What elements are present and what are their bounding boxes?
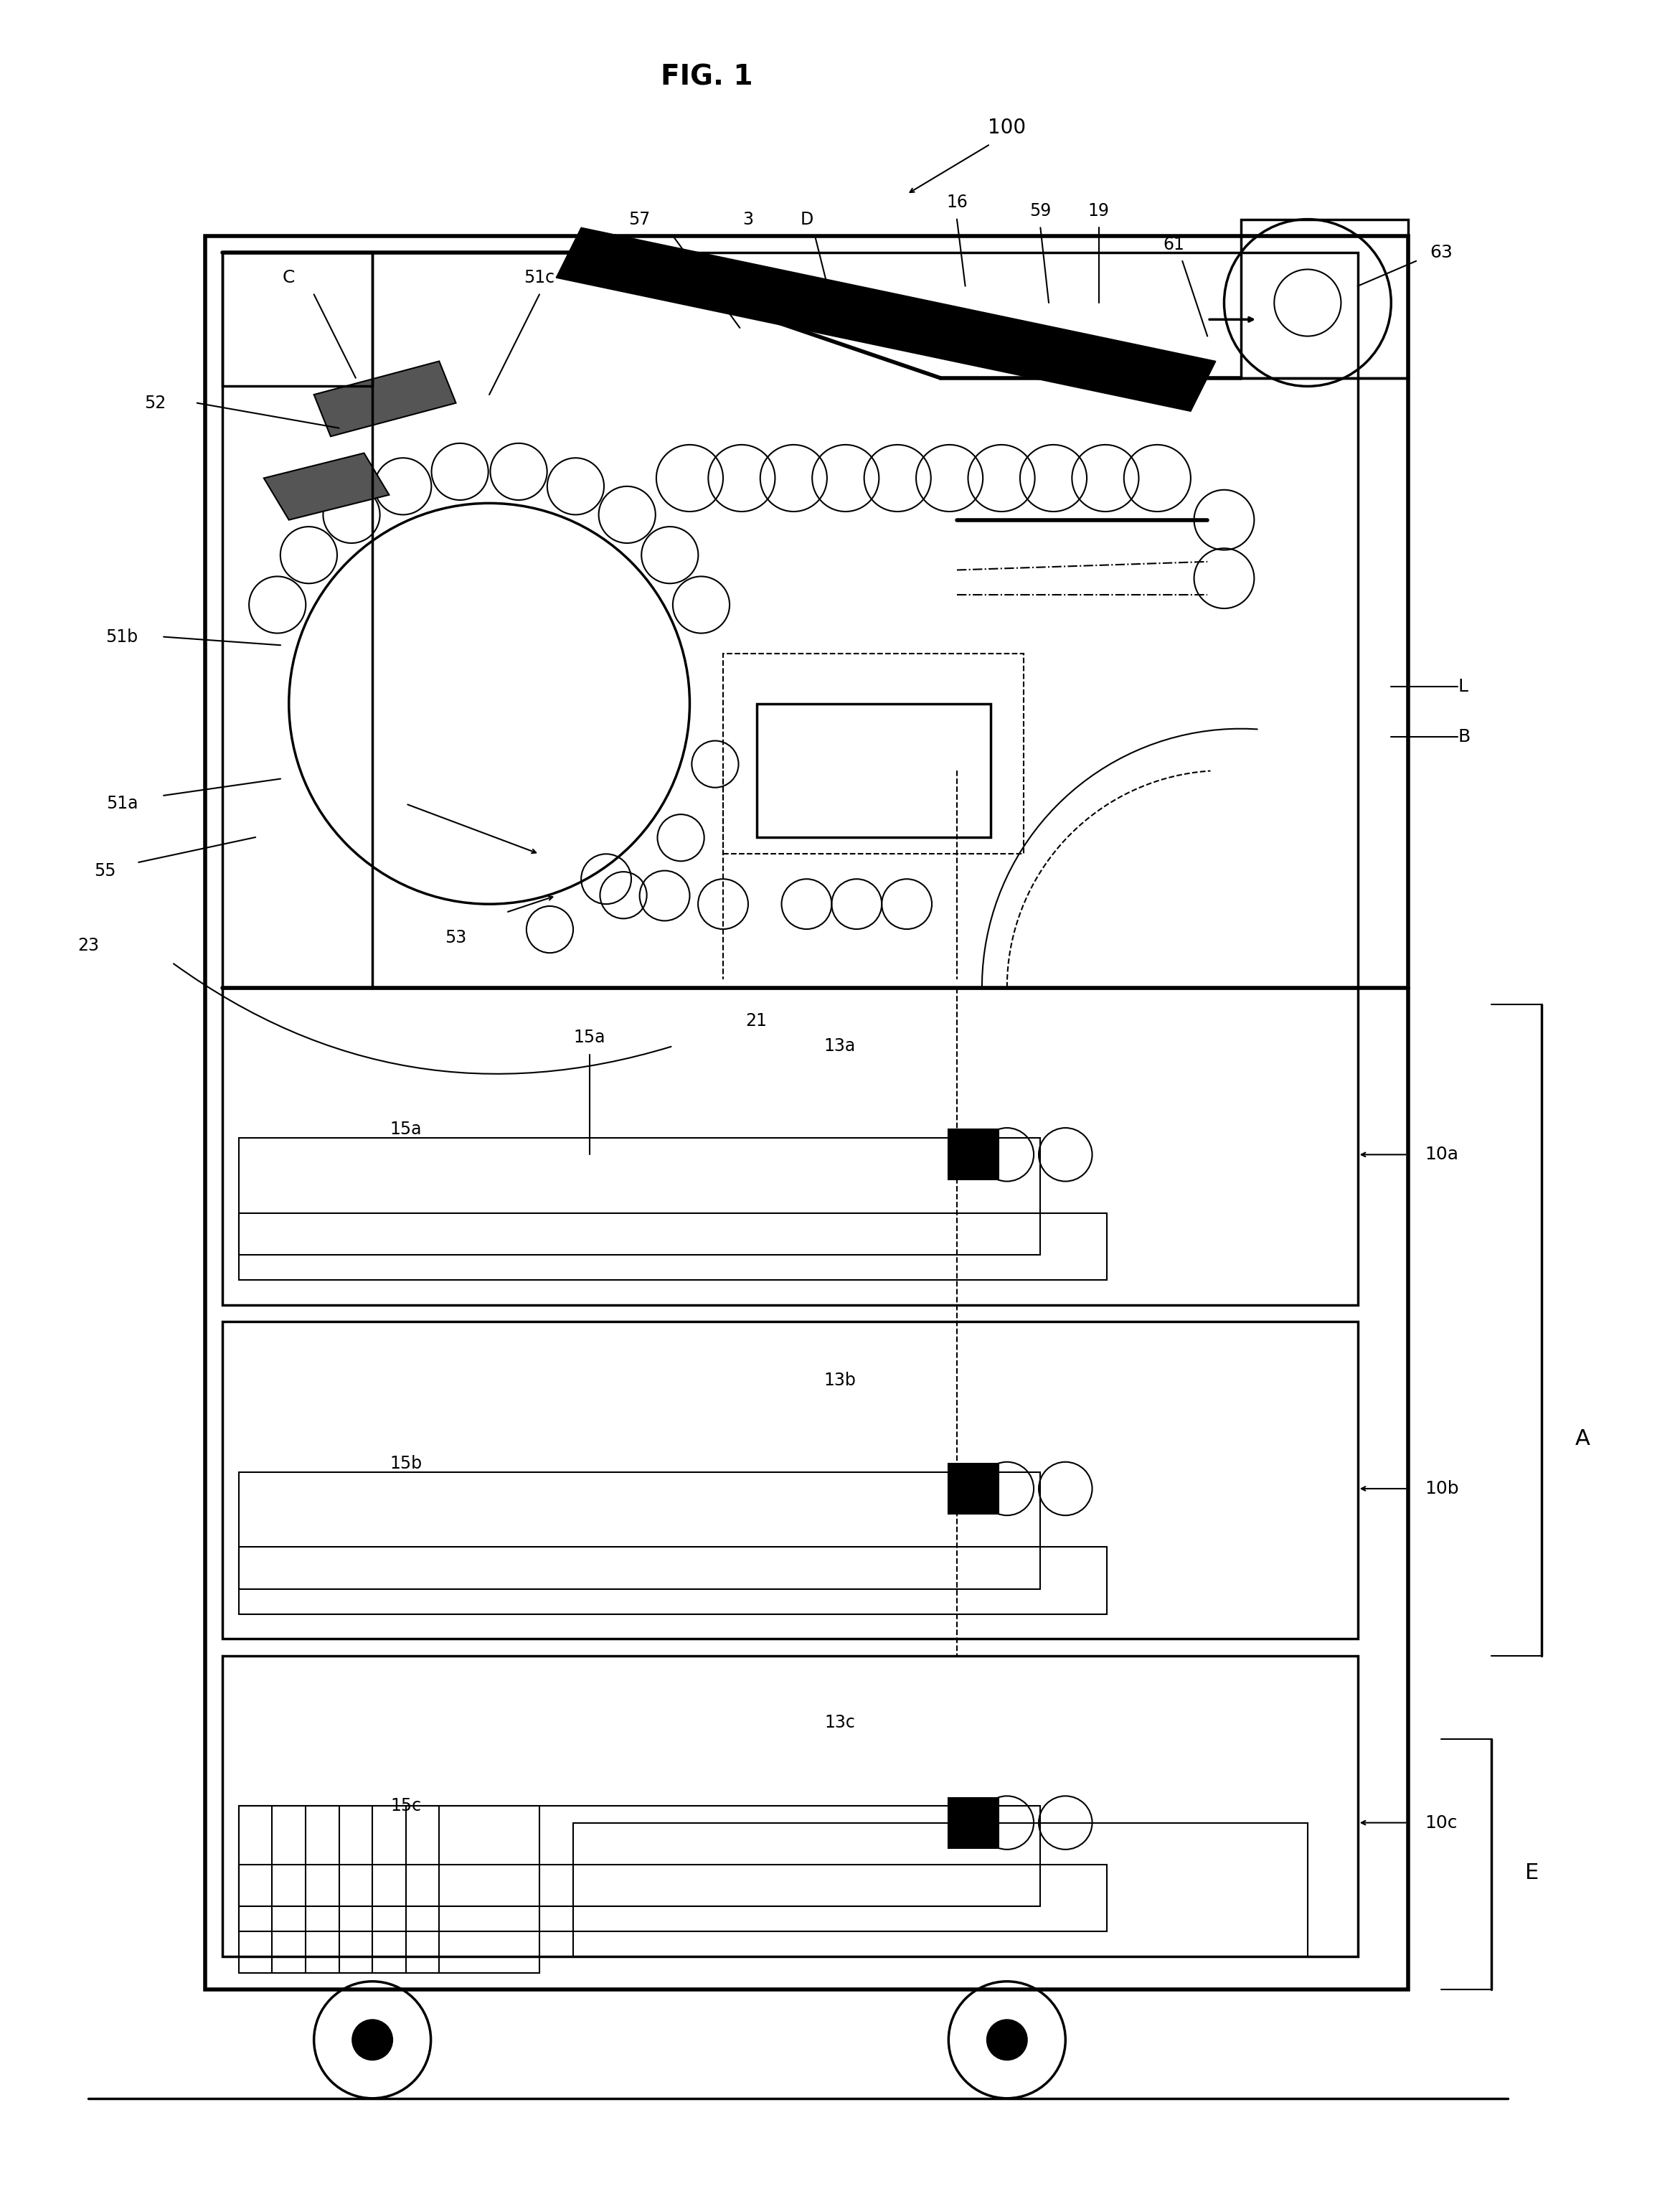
Polygon shape xyxy=(264,453,390,519)
Circle shape xyxy=(353,2019,393,2061)
Text: 55: 55 xyxy=(94,862,116,879)
Text: 51a: 51a xyxy=(106,795,138,813)
Text: D: D xyxy=(800,210,813,228)
Text: 19: 19 xyxy=(1089,203,1109,219)
Bar xyxy=(949,1129,998,1180)
Bar xyxy=(239,1807,1040,1906)
Polygon shape xyxy=(556,228,1216,411)
Bar xyxy=(239,1546,1107,1615)
Text: 13c: 13c xyxy=(825,1714,855,1732)
Text: 16: 16 xyxy=(946,194,968,212)
Text: 3: 3 xyxy=(743,210,754,228)
Text: 13b: 13b xyxy=(823,1372,857,1389)
Bar xyxy=(239,1138,1040,1255)
Bar xyxy=(949,1798,998,1847)
Bar xyxy=(1242,219,1408,378)
Text: 15a: 15a xyxy=(390,1120,422,1138)
Bar xyxy=(222,1657,1357,1957)
Text: 15b: 15b xyxy=(390,1456,422,1471)
Bar xyxy=(239,1471,1040,1588)
Bar xyxy=(222,252,373,387)
Text: 23: 23 xyxy=(77,937,99,954)
Bar xyxy=(239,1807,539,1973)
Bar xyxy=(949,1465,998,1513)
Circle shape xyxy=(986,2019,1026,2061)
Text: 10c: 10c xyxy=(1425,1814,1457,1831)
Text: E: E xyxy=(1525,1862,1539,1884)
Text: L: L xyxy=(1458,678,1468,696)
Bar xyxy=(222,987,1357,1306)
Bar xyxy=(239,1864,1107,1931)
Text: 15c: 15c xyxy=(390,1798,422,1814)
Text: 59: 59 xyxy=(1030,203,1052,219)
Text: 51c: 51c xyxy=(524,269,554,287)
Text: 15a: 15a xyxy=(573,1029,605,1047)
Polygon shape xyxy=(314,362,455,437)
Text: A: A xyxy=(1574,1429,1589,1449)
Bar xyxy=(205,236,1408,1990)
Bar xyxy=(756,705,990,837)
Text: 10b: 10b xyxy=(1425,1480,1458,1498)
Text: 13a: 13a xyxy=(825,1038,855,1054)
Text: B: B xyxy=(1458,729,1470,747)
Text: 10a: 10a xyxy=(1425,1146,1458,1164)
Bar xyxy=(722,654,1023,855)
Bar xyxy=(239,1213,1107,1279)
Text: 100: 100 xyxy=(988,117,1026,137)
Text: FIG. 1: FIG. 1 xyxy=(660,64,753,91)
Text: 57: 57 xyxy=(628,210,650,228)
Text: 21: 21 xyxy=(746,1012,768,1029)
Text: 63: 63 xyxy=(1430,243,1453,261)
Text: 53: 53 xyxy=(445,928,467,945)
Text: 52: 52 xyxy=(144,395,166,411)
Text: 51b: 51b xyxy=(106,627,138,645)
Bar xyxy=(573,1822,1307,1957)
Text: 61: 61 xyxy=(1163,236,1184,252)
Bar xyxy=(222,252,1357,987)
Text: C: C xyxy=(282,269,296,287)
Bar xyxy=(222,1321,1357,1639)
